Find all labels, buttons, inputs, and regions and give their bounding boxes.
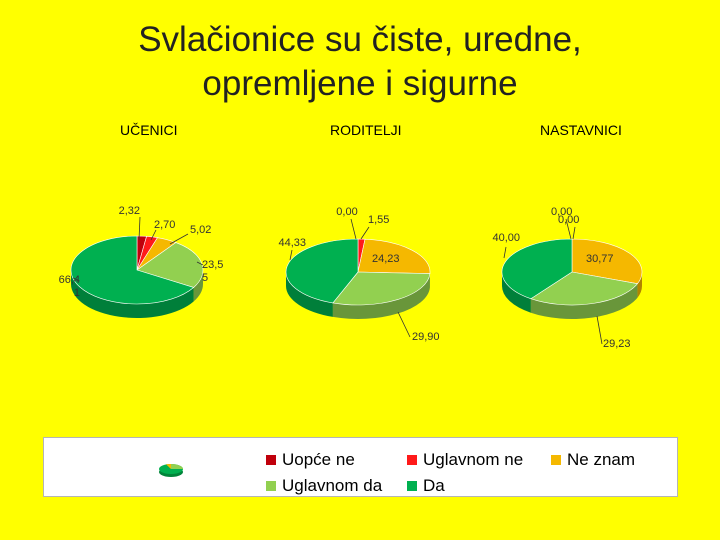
pie-slice-2 [357, 238, 431, 274]
leader-line [289, 249, 293, 261]
legend-item: Uopće ne [266, 450, 355, 470]
leader-line [350, 218, 357, 240]
pie-slice-side [332, 273, 430, 320]
pie-charts: 2,32 2,70 5,02 23,5 5 66,4 1 0,00 1,55 24,23 29,90… [59, 205, 643, 350]
leader-line [572, 226, 576, 240]
data-label: 23,5 5 [202, 259, 223, 284]
pie-slice-4 [501, 238, 573, 300]
pie-slice-side [530, 283, 638, 319]
legend-label: Ne znam [567, 450, 636, 469]
legend-item: Da [407, 476, 445, 496]
title-line-2: opremljene i sigurne [202, 64, 518, 103]
legend-item: Ne znam [551, 450, 635, 470]
title-line-1: Svlačionice su čiste, uredne, [138, 20, 582, 59]
legend-item: Uglavnom ne [407, 450, 523, 470]
pie-legend-icon [159, 463, 183, 477]
leader-line [596, 315, 603, 345]
legend-label: Uglavnom da [282, 476, 383, 495]
data-label: 30,77 [586, 253, 614, 265]
pie-slice-3 [332, 271, 431, 306]
chart-title-nastavnici: NASTAVNICI [540, 122, 622, 138]
leader-line [360, 226, 370, 240]
legend-swatch [407, 455, 417, 465]
leader-line [72, 277, 79, 281]
data-label: 2,70 [154, 219, 175, 231]
leader-line [565, 218, 572, 240]
data-label: 2,32 [119, 205, 140, 217]
data-label: 0,00 [558, 214, 579, 226]
pie-slice-4 [285, 238, 359, 304]
data-label: 0,00 [336, 206, 357, 218]
legend-label: Uglavnom ne [423, 450, 524, 469]
leader-line [196, 261, 204, 266]
leader-line [503, 246, 507, 259]
legend-label: Da [423, 476, 445, 495]
legend-swatch [266, 455, 276, 465]
leader-line [150, 229, 157, 241]
pie-chart: 0,00 1,55 24,23 29,90 44,33 [278, 206, 439, 343]
pie-slice-side [193, 270, 203, 302]
pie-slice-side [286, 272, 333, 317]
pie-slice-side [71, 270, 194, 319]
data-label: 40,00 [492, 232, 520, 244]
data-label: 1,55 [368, 214, 389, 226]
leader-line [169, 233, 189, 245]
data-label: 24,23 [372, 253, 400, 265]
data-label: 0,00 [551, 206, 572, 218]
leader-line [138, 216, 141, 241]
leader-line [397, 311, 411, 338]
pie-slice-3 [530, 271, 639, 306]
pie-slice-2 [571, 238, 643, 285]
data-label: 29,90 [412, 331, 440, 343]
data-label: 66,4 1 [59, 274, 80, 299]
chart-title-ucenici: UČENICI [120, 122, 178, 138]
pie-chart: 0,000,00 30,77 29,23 40,00 [492, 206, 643, 350]
legend-item: Uglavnom da [266, 476, 382, 496]
legend: Uopće ne Uglavnom ne Ne znam Uglavnom da Da [43, 437, 678, 497]
page-title: Svlačionice su čiste, uredne, opremljene… [0, 18, 720, 106]
pie-chart: 2,32 2,70 5,02 23,5 5 66,4 1 [59, 205, 223, 319]
legend-swatch [266, 481, 276, 491]
chart-title-roditelji: RODITELJI [330, 122, 402, 138]
data-label: 44,33 [278, 237, 306, 249]
data-label: 29,23 [603, 338, 631, 350]
pie-slice-4 [70, 235, 195, 305]
legend-label: Uopće ne [282, 450, 355, 469]
pie-slice-3 [136, 242, 204, 288]
legend-swatch [551, 455, 561, 465]
legend-swatch [407, 481, 417, 491]
data-label: 5,02 [190, 224, 211, 236]
